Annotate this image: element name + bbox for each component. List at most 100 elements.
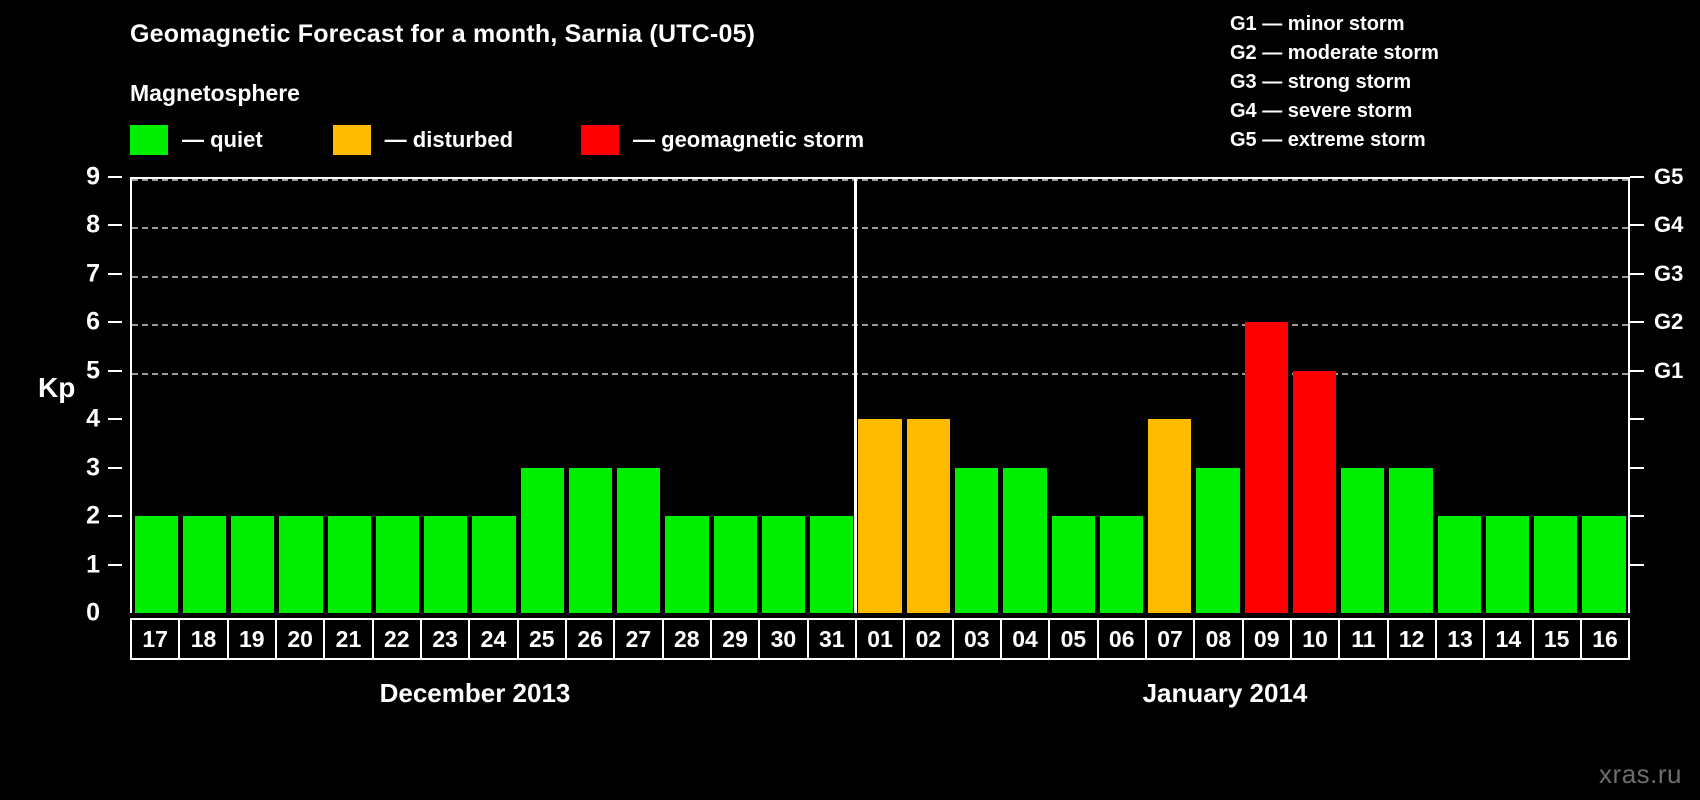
x-axis-dates: 17 18 19 20 21 22 23 24 25 26 27 28 29 30 31 01 02 03 04 05… (130, 618, 1631, 660)
bar-21-kp2-quiet[interactable] (327, 516, 371, 613)
date-label-december-29[interactable]: 29 (709, 618, 761, 660)
bar-cell-december-28[interactable] (663, 179, 711, 613)
bar-02-kp4-disturbed[interactable] (906, 419, 951, 613)
date-label-december-23[interactable]: 23 (419, 618, 471, 660)
date-label-january-06[interactable]: 06 (1096, 618, 1147, 660)
date-label-december-31[interactable]: 31 (806, 618, 857, 660)
bar-cell-january-04[interactable] (1001, 179, 1049, 613)
date-label-december-19[interactable]: 19 (226, 618, 277, 660)
bar-25-kp3-quiet[interactable] (520, 467, 564, 613)
bar-cell-january-11[interactable] (1339, 179, 1387, 613)
bar-cell-december-23[interactable] (422, 179, 470, 613)
bar-cell-december-20[interactable] (277, 179, 325, 613)
bar-24-kp2-quiet[interactable] (472, 516, 516, 613)
bar-cell-january-03[interactable] (953, 179, 1001, 613)
y-tick-label-8: 8 (86, 210, 100, 239)
bar-13-kp2-quiet[interactable] (1437, 516, 1481, 613)
date-label-december-18[interactable]: 18 (178, 618, 229, 660)
bar-cell-january-06[interactable] (1097, 179, 1145, 613)
g-tick-mark-8 (1630, 224, 1644, 227)
bar-23-kp2-quiet[interactable] (424, 516, 468, 613)
bar-30-kp2-quiet[interactable] (761, 516, 806, 613)
bar-cell-january-01[interactable] (856, 179, 904, 613)
bar-04-kp3-quiet[interactable] (1003, 467, 1047, 613)
date-label-december-27[interactable]: 27 (613, 618, 664, 660)
bar-20-kp2-quiet[interactable] (279, 516, 323, 613)
date-label-january-05[interactable]: 05 (1048, 618, 1099, 660)
bar-cell-december-18[interactable] (180, 179, 228, 613)
date-label-december-24[interactable]: 24 (468, 618, 519, 660)
bar-cell-january-08[interactable] (1194, 179, 1242, 613)
g-tick-mark-3 (1630, 466, 1644, 469)
date-label-january-16[interactable]: 16 (1579, 618, 1631, 660)
bar-19-kp2-quiet[interactable] (231, 516, 275, 613)
bar-10-kp5-storm[interactable] (1292, 370, 1337, 613)
date-label-december-28[interactable]: 28 (661, 618, 712, 660)
date-label-january-13[interactable]: 13 (1434, 618, 1486, 660)
date-label-january-03[interactable]: 03 (951, 618, 1002, 660)
bar-22-kp2-quiet[interactable] (375, 516, 420, 613)
bar-14-kp2-quiet[interactable] (1485, 516, 1530, 613)
bar-08-kp3-quiet[interactable] (1196, 467, 1240, 613)
bar-27-kp3-quiet[interactable] (617, 467, 661, 613)
bar-cell-december-24[interactable] (470, 179, 518, 613)
bar-01-kp4-disturbed[interactable] (858, 419, 902, 613)
legend-swatch-disturbed (332, 125, 371, 155)
bar-16-kp2-quiet[interactable] (1582, 516, 1626, 613)
date-label-january-15[interactable]: 15 (1531, 618, 1582, 660)
date-label-january-14[interactable]: 14 (1483, 618, 1534, 660)
date-label-december-30[interactable]: 30 (758, 618, 809, 660)
date-label-january-12[interactable]: 12 (1386, 618, 1437, 660)
bar-cell-december-30[interactable] (759, 179, 807, 613)
date-label-january-09[interactable]: 09 (1241, 618, 1292, 660)
bar-05-kp2-quiet[interactable] (1051, 516, 1095, 613)
bar-cell-january-07[interactable] (1146, 179, 1194, 613)
bar-cell-december-22[interactable] (373, 179, 421, 613)
bar-cell-january-13[interactable] (1435, 179, 1483, 613)
bar-cell-january-10[interactable] (1290, 179, 1338, 613)
bar-cell-january-09[interactable] (1242, 179, 1290, 613)
bar-26-kp3-quiet[interactable] (568, 467, 613, 613)
bar-cell-january-16[interactable] (1580, 179, 1628, 613)
date-label-december-21[interactable]: 21 (323, 618, 374, 660)
bar-31-kp2-quiet[interactable] (810, 516, 854, 613)
bar-15-kp2-quiet[interactable] (1534, 516, 1578, 613)
bar-cell-january-05[interactable] (1049, 179, 1097, 613)
bar-18-kp2-quiet[interactable] (182, 516, 227, 613)
date-label-january-02[interactable]: 02 (903, 618, 954, 660)
bar-cell-january-02[interactable] (904, 179, 952, 613)
bar-cell-december-27[interactable] (615, 179, 663, 613)
bar-cell-january-15[interactable] (1532, 179, 1580, 613)
date-label-january-08[interactable]: 08 (1193, 618, 1244, 660)
bar-06-kp2-quiet[interactable] (1099, 516, 1144, 613)
date-label-december-20[interactable]: 20 (274, 618, 326, 660)
bar-cell-december-21[interactable] (325, 179, 373, 613)
date-label-january-01[interactable]: 01 (854, 618, 906, 660)
date-label-december-22[interactable]: 22 (371, 618, 422, 660)
bar-cell-december-19[interactable] (229, 179, 277, 613)
bar-07-kp4-disturbed[interactable] (1148, 419, 1192, 613)
bar-29-kp2-quiet[interactable] (713, 516, 757, 613)
date-label-december-25[interactable]: 25 (516, 618, 567, 660)
bar-cell-december-25[interactable] (518, 179, 566, 613)
bar-17-kp2-quiet[interactable] (134, 516, 178, 613)
bar-cell-december-17[interactable] (132, 179, 180, 613)
date-label-january-11[interactable]: 11 (1338, 618, 1389, 660)
gscale-legend-line-2: G2 — moderate storm (1230, 42, 1439, 64)
date-label-january-04[interactable]: 04 (999, 618, 1051, 660)
date-label-january-10[interactable]: 10 (1289, 618, 1341, 660)
g-axis-label-G3: G3 (1654, 260, 1684, 286)
bar-cell-december-29[interactable] (711, 179, 759, 613)
bar-cell-december-26[interactable] (566, 179, 614, 613)
bar-cell-december-31[interactable] (808, 179, 856, 613)
bar-cell-january-12[interactable] (1387, 179, 1435, 613)
bar-03-kp3-quiet[interactable] (955, 467, 999, 613)
bar-28-kp2-quiet[interactable] (665, 516, 709, 613)
bar-12-kp3-quiet[interactable] (1389, 467, 1433, 613)
date-label-january-07[interactable]: 07 (1144, 618, 1196, 660)
bar-09-kp6-storm[interactable] (1244, 322, 1288, 613)
date-label-december-26[interactable]: 26 (564, 618, 616, 660)
date-label-december-17[interactable]: 17 (130, 618, 181, 660)
bar-cell-january-14[interactable] (1483, 179, 1531, 613)
bar-11-kp3-quiet[interactable] (1341, 467, 1385, 613)
